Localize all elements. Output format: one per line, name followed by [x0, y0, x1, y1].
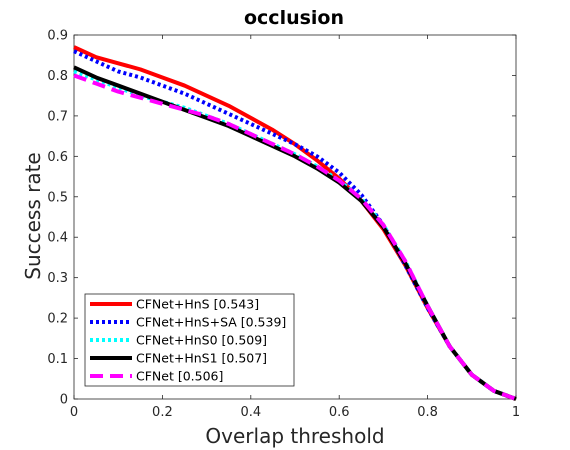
chart-title: occlusion [244, 7, 344, 29]
y-tick-label: 0.7 [47, 109, 68, 124]
legend: CFNet+HnS [0.543] CFNet+HnS+SA [0.539] CFN… [84, 293, 295, 387]
legend-label: CFNet+HnS [0.543] [136, 297, 259, 312]
y-tick-label: 0.3 [47, 271, 68, 286]
x-tick-label: 0 [70, 405, 78, 420]
legend-label: CFNet+HnS1 [0.507] [136, 351, 267, 366]
legend-label: CFNet [0.506] [136, 369, 223, 384]
y-tick-label: 0.4 [47, 231, 68, 246]
x-tick-label: 0.2 [152, 405, 173, 420]
series-lines [73, 45, 517, 401]
y-tick-label: 0 [60, 393, 68, 408]
y-tick-label: 0.2 [47, 312, 68, 327]
series-line-1 [73, 49, 517, 401]
x-tick-label: 1 [512, 405, 520, 420]
y-tick-label: 0.1 [47, 352, 68, 367]
y-tick-label: 0.9 [47, 29, 68, 44]
legend-label: CFNet+HnS0 [0.509] [136, 333, 267, 348]
series-line-4 [73, 73, 517, 401]
x-axis-title: Overlap threshold [205, 424, 384, 448]
y-tick-label: 0.6 [47, 150, 68, 165]
x-axis: 0 0.2 0.4 0.6 0.8 1 [70, 35, 520, 420]
y-axis-title: Success rate [21, 152, 45, 280]
y-axis: 0 0.1 0.2 0.3 0.4 0.5 0.6 0.7 0.8 0.9 [47, 29, 516, 408]
legend-box [84, 293, 295, 387]
x-tick-label: 0.4 [240, 405, 261, 420]
legend-label: CFNet+HnS+SA [0.539] [136, 315, 286, 330]
y-tick-label: 0.8 [47, 69, 68, 84]
y-tick-label: 0.5 [47, 190, 68, 205]
x-tick-label: 0.8 [417, 405, 438, 420]
x-tick-label: 0.6 [329, 405, 350, 420]
